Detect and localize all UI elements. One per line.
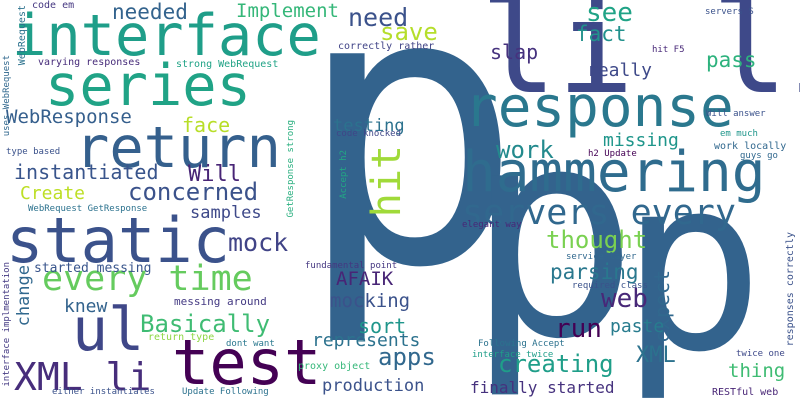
cloud-word: instantiated [14,160,159,184]
cloud-word: return type [148,332,215,343]
cloud-word: XML li [14,355,152,399]
cloud-word: correctly rather [338,41,435,52]
cloud-word: WebResponse [6,106,132,128]
cloud-word: Update Following [182,387,269,397]
cloud-word: service layer [566,252,637,262]
cloud-word: face [182,113,231,137]
cloud-word: Will [188,162,241,187]
cloud-word: proxy object [298,361,371,372]
cloud-word: code knocked [336,129,402,139]
cloud-word: hit [364,145,410,218]
cloud-word: type based [6,147,61,157]
cloud-word: Implement [236,0,339,22]
cloud-word: dont want [226,339,275,349]
cloud-word: series [45,53,251,119]
cloud-word: fundamental point [305,261,398,271]
cloud-word: missing [603,130,679,151]
cloud-word: mock [228,228,289,257]
cloud-word: response [464,75,734,140]
cloud-word: finally started [470,378,615,397]
cloud-word: WebRequest [17,5,28,66]
cloud-word: thought [546,226,648,254]
cloud-word: strong WebRequest [176,59,279,70]
cloud-word: pass [706,48,757,72]
cloud-word: guys go [740,151,778,161]
cloud-word: code em [32,0,75,11]
cloud-word: twice one [736,349,785,359]
cloud-word: return [75,115,281,181]
cloud-word: AFAIK [336,268,394,290]
cloud-word: samples [190,203,262,223]
cloud-word: Create [20,183,86,204]
cloud-word: p [295,0,524,351]
cloud-word: em much [720,129,758,139]
cloud-word: test [172,326,322,399]
cloud-word: hit F5 [652,45,685,55]
cloud-word: need [348,3,409,32]
cloud-word: XML [636,343,676,368]
cloud-word: needed [112,0,188,24]
cloud-word: ul [72,295,145,365]
cloud-word: change [14,265,34,327]
cloud-word: save [380,18,438,46]
cloud-word: really [587,60,653,81]
cloud-word: uses WebRequest [2,55,12,137]
cloud-word: started messing [34,261,152,276]
cloud-word: interface twice [472,350,554,360]
cloud-word: run [555,314,602,344]
cloud-word: messing around [174,295,267,308]
cloud-word: knew [64,296,108,317]
cloud-word: mocking [330,290,411,312]
cloud-word: elegant way [462,220,522,230]
cloud-word: RESTful web [712,387,779,398]
cloud-word: WebRequest GetResponse [28,204,148,214]
cloud-word: li li [480,0,800,123]
cloud-word: thing [728,360,786,382]
cloud-word: production [322,376,425,396]
cloud-word: interface [12,3,321,69]
cloud-word: interface implmentation [2,262,12,387]
cloud-word: either instantiates [52,387,155,397]
cloud-word: work locally [714,141,787,152]
cloud-word: fact [576,22,627,46]
cloud-word: creating [498,350,614,378]
cloud-word: work [496,136,554,164]
cloud-word: p [465,66,640,400]
cloud-word: responses correctly [785,232,796,347]
cloud-word: testing [333,116,405,136]
cloud-word: Will answer [706,109,766,119]
cloud-word: web [601,284,648,314]
cloud-word: every time [42,259,253,299]
cloud-word: slap [490,40,539,64]
cloud-word: sort [358,314,407,338]
cloud-word: varying responses [38,57,141,68]
cloud-word: Following Accept [478,339,565,349]
cloud-word: GetResponse strong [286,120,296,218]
cloud-word: required class [572,281,648,291]
cloud-word: p [620,125,765,400]
cloud-word: concerned [128,178,259,206]
cloud-word: Accept h2 [339,150,349,199]
cloud-word: represents [312,330,421,351]
cloud-word: apps [378,343,436,371]
cloud-word: see [586,0,633,28]
cloud-word: static [6,204,230,277]
cloud-word: servers S [705,7,754,17]
cloud-word: parsing [550,260,639,284]
cloud-word: paste [610,316,665,337]
cloud-word: Basically [140,310,271,338]
cloud-word: h2 Update [588,149,637,159]
cloud-word: servers every [462,193,736,233]
cloud-word: hammering [462,140,766,205]
